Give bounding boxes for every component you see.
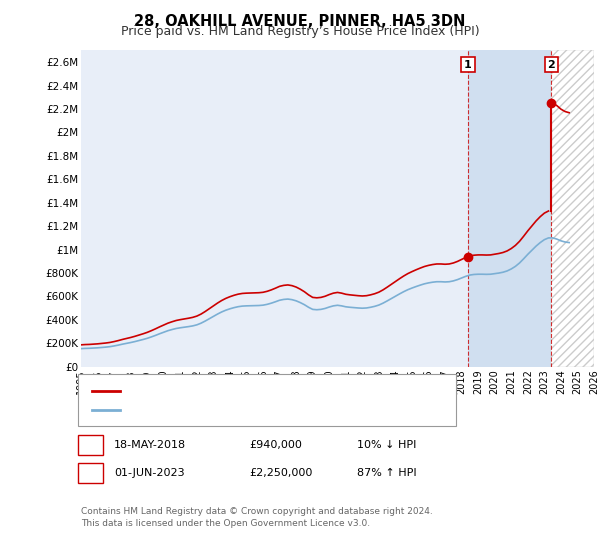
Text: Contains HM Land Registry data © Crown copyright and database right 2024.
This d: Contains HM Land Registry data © Crown c…	[81, 507, 433, 528]
Text: 28, OAKHILL AVENUE, PINNER, HA5 3DN (detached house): 28, OAKHILL AVENUE, PINNER, HA5 3DN (det…	[125, 386, 444, 396]
Text: 28, OAKHILL AVENUE, PINNER, HA5 3DN: 28, OAKHILL AVENUE, PINNER, HA5 3DN	[134, 14, 466, 29]
Text: 87% ↑ HPI: 87% ↑ HPI	[357, 468, 416, 478]
Bar	[468, 50, 551, 367]
Text: 2: 2	[87, 468, 94, 478]
Bar	[551, 50, 594, 367]
Text: 10% ↓ HPI: 10% ↓ HPI	[357, 440, 416, 450]
Text: £940,000: £940,000	[249, 440, 302, 450]
Text: 18-MAY-2018: 18-MAY-2018	[114, 440, 186, 450]
Text: Price paid vs. HM Land Registry’s House Price Index (HPI): Price paid vs. HM Land Registry’s House …	[121, 25, 479, 39]
Text: 1: 1	[87, 440, 94, 450]
Text: HPI: Average price, detached house, Harrow: HPI: Average price, detached house, Harr…	[125, 405, 366, 415]
Text: £2,250,000: £2,250,000	[249, 468, 313, 478]
Text: 2: 2	[547, 59, 555, 69]
Text: 01-JUN-2023: 01-JUN-2023	[114, 468, 185, 478]
Bar	[81, 50, 468, 367]
Text: 1: 1	[464, 59, 472, 69]
